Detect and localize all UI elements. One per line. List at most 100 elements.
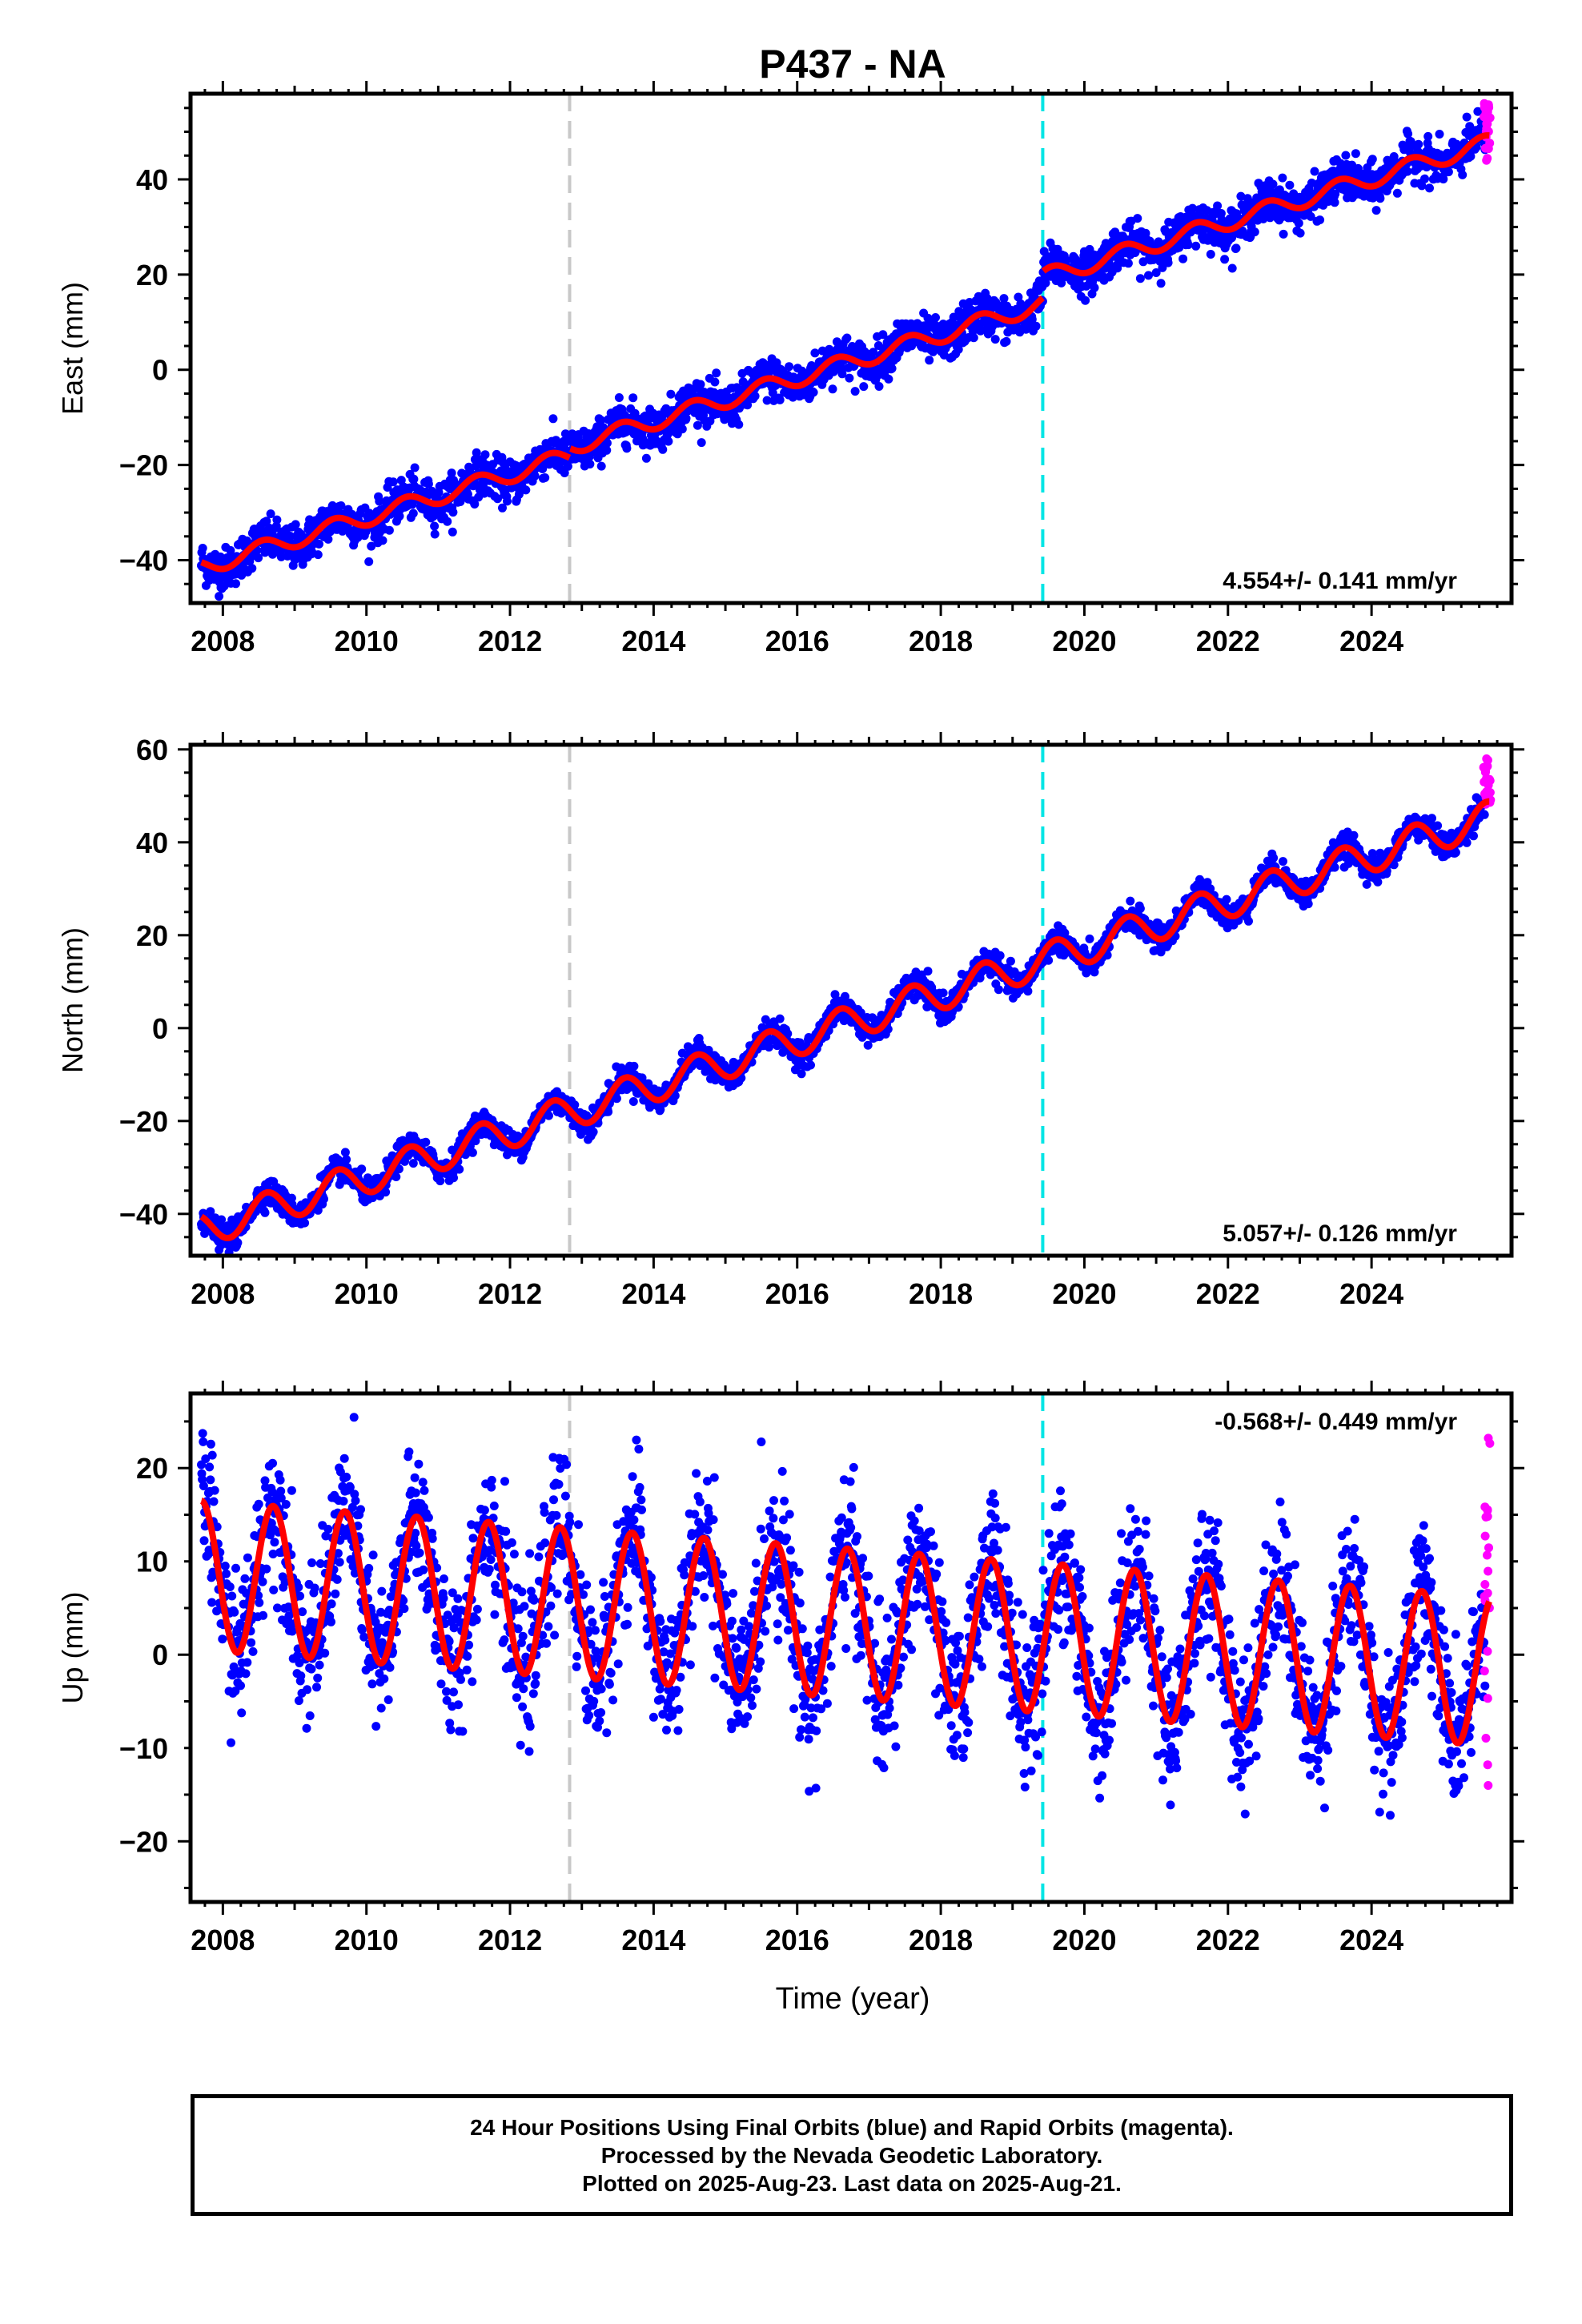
position-point xyxy=(696,380,705,389)
position-point xyxy=(271,521,281,531)
rapid-point xyxy=(1485,139,1495,148)
position-point xyxy=(584,452,594,461)
position-point xyxy=(1163,258,1173,267)
position-point xyxy=(768,388,777,398)
position-point xyxy=(430,529,440,539)
position-point xyxy=(1307,179,1316,187)
position-point xyxy=(869,348,878,357)
position-point xyxy=(287,1193,296,1203)
position-point xyxy=(1375,194,1385,203)
position-point xyxy=(1151,268,1161,277)
position-point xyxy=(468,1148,477,1157)
position-point xyxy=(388,477,398,487)
position-point xyxy=(1220,255,1230,264)
position-point xyxy=(395,512,404,521)
position-point xyxy=(1315,215,1325,225)
position-point xyxy=(1420,174,1429,183)
position-point xyxy=(206,1207,215,1216)
position-point xyxy=(375,497,384,506)
position-point xyxy=(233,1238,243,1248)
position-point xyxy=(602,438,612,448)
position-point xyxy=(1417,181,1427,191)
position-point xyxy=(448,508,458,517)
position-point xyxy=(313,550,323,560)
position-point xyxy=(1279,229,1288,239)
y-tick-label: 20 xyxy=(136,259,168,292)
rapid-point xyxy=(1485,113,1495,123)
position-point xyxy=(938,988,948,998)
x-tick-label: 2024 xyxy=(1339,625,1403,657)
position-point xyxy=(231,579,240,589)
position-point xyxy=(775,395,785,404)
position-point xyxy=(743,400,753,410)
position-point xyxy=(1144,271,1153,280)
position-point xyxy=(874,382,884,391)
position-point xyxy=(995,951,1005,960)
position-point xyxy=(1330,198,1339,207)
position-point xyxy=(1435,130,1444,139)
position-point xyxy=(1403,129,1413,139)
position-point xyxy=(762,396,772,405)
y-axis-title: East (mm) xyxy=(56,282,89,415)
panel-east: 2008 2010 2012 2014 2016 2018 2020 2022 2024−40−… xyxy=(56,81,1524,657)
rapid-point xyxy=(1482,155,1492,165)
position-point xyxy=(563,461,572,471)
position-point xyxy=(994,985,1003,995)
position-point xyxy=(859,382,869,392)
position-point xyxy=(925,356,934,365)
position-point xyxy=(1156,279,1166,288)
position-point xyxy=(887,364,897,373)
position-point xyxy=(628,393,638,403)
position-point xyxy=(300,1218,310,1228)
position-point xyxy=(954,344,963,354)
position-point xyxy=(391,1172,401,1181)
position-point xyxy=(424,479,433,489)
position-point xyxy=(828,384,837,394)
x-tick-label: 2008 xyxy=(191,625,255,657)
position-point xyxy=(697,438,706,448)
position-point xyxy=(628,1097,638,1106)
position-point xyxy=(560,468,569,477)
x-tick-label: 2020 xyxy=(1052,625,1116,657)
position-point xyxy=(1458,170,1468,179)
position-point xyxy=(1113,263,1122,273)
position-point xyxy=(1081,296,1090,305)
x-tick-label: 2022 xyxy=(1196,625,1260,657)
position-point xyxy=(1135,274,1145,283)
x-tick-label: 2016 xyxy=(765,625,829,657)
position-point xyxy=(1414,139,1423,149)
position-point xyxy=(775,1014,785,1023)
position-point xyxy=(1310,167,1319,176)
position-point xyxy=(677,424,687,434)
position-point xyxy=(266,509,275,519)
position-point xyxy=(1295,228,1305,238)
x-tick-label: 2010 xyxy=(335,625,399,657)
position-point xyxy=(923,967,933,976)
position-point xyxy=(1188,203,1197,213)
position-point xyxy=(198,544,207,553)
y-tick-label: 40 xyxy=(136,163,168,196)
position-point xyxy=(1294,219,1303,228)
position-point xyxy=(845,373,854,383)
position-point xyxy=(1462,112,1472,122)
position-point xyxy=(436,1176,445,1186)
position-point xyxy=(1183,240,1193,250)
position-point xyxy=(797,1069,806,1079)
position-point xyxy=(1062,255,1071,265)
position-point xyxy=(1423,131,1433,141)
position-point xyxy=(712,368,721,378)
position-point xyxy=(596,416,606,425)
position-point xyxy=(364,557,374,566)
position-point xyxy=(1443,167,1453,177)
position-point xyxy=(1236,191,1246,201)
position-point xyxy=(990,335,1000,344)
position-point xyxy=(357,1164,367,1174)
position-point xyxy=(521,485,531,495)
x-tick-label: 2014 xyxy=(621,625,685,657)
position-point xyxy=(409,474,419,484)
position-point xyxy=(837,369,847,379)
position-point xyxy=(1278,173,1287,183)
position-point xyxy=(538,464,548,473)
position-point xyxy=(949,312,958,322)
